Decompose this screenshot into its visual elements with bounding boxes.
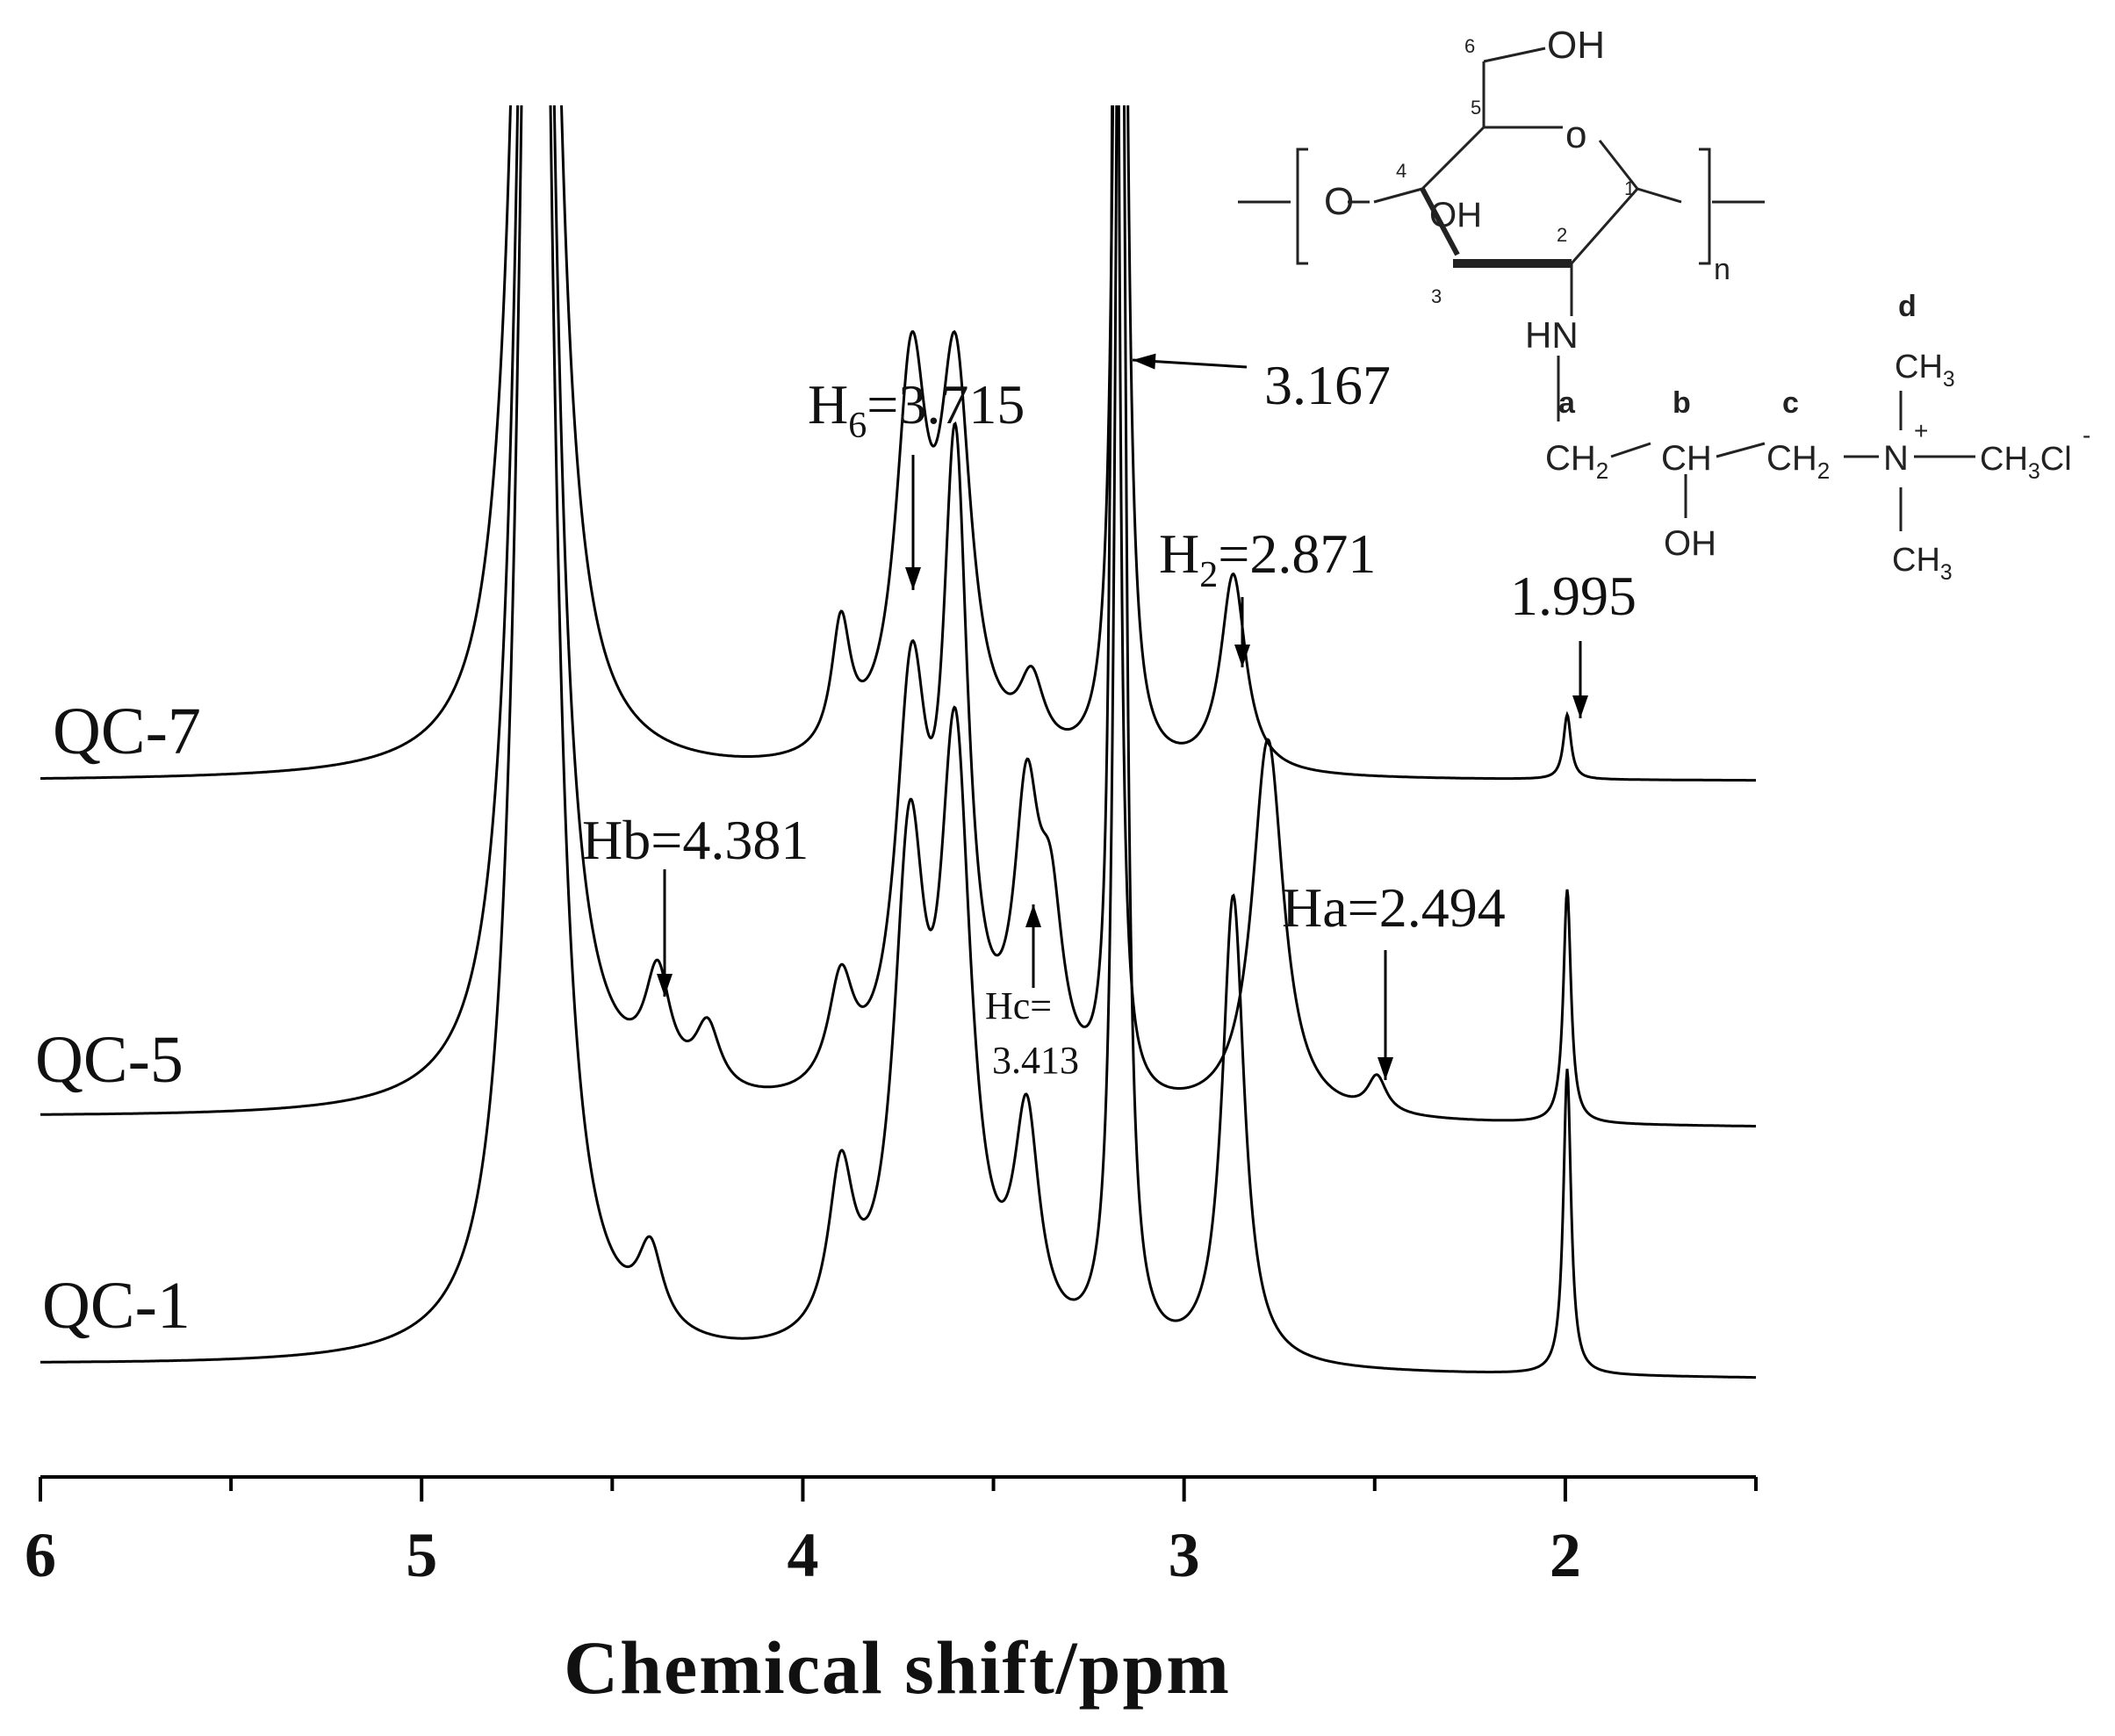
atom-oh-c6: OH [1547,24,1605,67]
annotation-arrow-1995 [1572,641,1588,718]
peak-annotations: H6=3.715 3.167 H2=2.871 1.995 Hb=4.381 Ha=2.4… [582,353,1637,1082]
annotation-3167: 3.167 [1264,354,1391,416]
annotation-h6: H6=3.715 [808,373,1025,446]
ring-number-5: 5 [1471,97,1481,119]
atom-ch3cl: CH3Cl [1980,441,2072,484]
annotation-arrow-hc [1025,904,1041,988]
polymer-n-subscript: n [1714,253,1730,286]
annotation-arrow-h2 [1234,597,1250,667]
atom-ch3-bottom: CH3 [1892,542,1953,585]
atom-o-ring: o [1565,113,1586,156]
x-tick-label: 6 [25,1520,56,1590]
atom-ch2-c: CH2 [1766,439,1830,484]
x-tick-label: 5 [406,1520,437,1590]
atom-ch2-a: CH2 [1545,439,1608,484]
ring-number-2: 2 [1557,224,1567,246]
atom-hn: HN [1525,314,1579,356]
spectrum-line-qc-1 [40,105,1756,1379]
label-a: a [1558,386,1576,420]
chemical-structure [1238,47,1975,531]
atom-ch3-top: CH3 [1895,349,1955,392]
spectrum-line-qc-7 [40,105,1756,782]
annotation-h2: H2=2.871 [1159,522,1376,595]
atom-ch-b: CH [1661,439,1712,478]
charge-plus: + [1914,417,1928,444]
ring-number-3: 3 [1431,285,1442,307]
annotation-ha: Ha=2.494 [1282,876,1506,939]
annotation-hb: Hb=4.381 [582,809,809,871]
spectrum-line-qc-5 [40,105,1756,1127]
ring-number-4: 4 [1396,160,1406,182]
annotation-arrow-hb [657,869,673,997]
label-d: d [1898,290,1917,323]
atom-n: N [1883,439,1909,478]
ring-number-6: 6 [1464,35,1475,57]
series-label-qc-7: QC-7 [53,695,201,768]
label-c: c [1782,386,1799,420]
series-label-qc-5: QC-5 [35,1023,183,1097]
charge-minus: - [2083,421,2090,449]
spectra-group [40,105,1756,1379]
series-label-qc-1: QC-1 [42,1269,191,1343]
chemical-structure-labels: OH OH o On HN a b c d CH2 CH CH2 N+ CH3 CH3 CH3Cl- OH 1 2 3… [1324,24,2090,585]
series-labels: QC-7 QC-5 QC-1 [35,695,201,1343]
x-tick-label: 4 [787,1520,818,1590]
annotation-hc-value: 3.413 [992,1039,1079,1082]
atom-o-glycosidic: O [1324,180,1354,223]
x-axis-title: Chemical shift/ppm [564,1625,1231,1710]
x-tick-label: 2 [1550,1520,1581,1590]
x-tick-label: 3 [1169,1520,1200,1590]
annotation-arrow-ha [1378,950,1393,1080]
atom-oh-c3: OH [1429,196,1482,234]
annotation-1995: 1.995 [1510,565,1637,627]
atom-oh-b: OH [1664,524,1716,563]
annotation-arrow-h6 [905,455,921,590]
annotation-arrow-3167 [1132,353,1248,370]
x-axis: 6 5 4 3 2 Chemical shift/ppm [25,1475,1758,1710]
ring-number-1: 1 [1624,177,1635,199]
label-b: b [1673,386,1691,420]
annotation-hc: Hc= [985,984,1052,1027]
